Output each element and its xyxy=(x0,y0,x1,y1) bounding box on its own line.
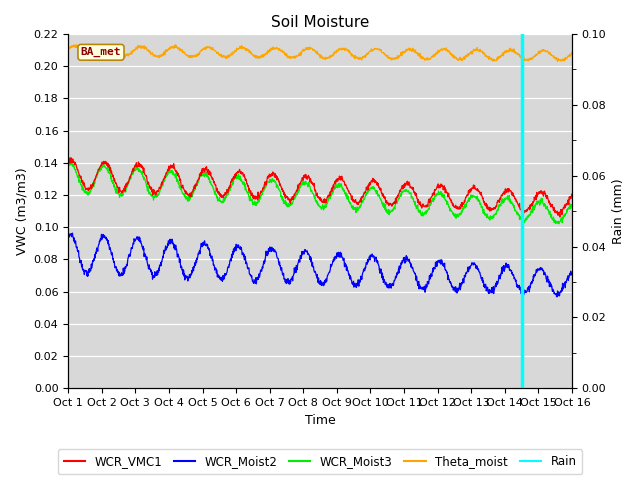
Theta_moist xyxy=(104,44,111,49)
WCR_Moist3 xyxy=(68,158,76,164)
Theta_moist xyxy=(568,51,576,57)
WCR_Moist3 xyxy=(64,161,72,167)
WCR_VMC1 xyxy=(556,214,564,220)
Legend: WCR_VMC1, WCR_Moist2, WCR_Moist3, Theta_moist, Rain: WCR_VMC1, WCR_Moist2, WCR_Moist3, Theta_… xyxy=(58,449,582,474)
WCR_Moist3 xyxy=(555,221,563,227)
Theta_moist xyxy=(124,52,132,58)
WCR_VMC1 xyxy=(568,195,576,201)
WCR_Moist2 xyxy=(554,294,561,300)
WCR_Moist3 xyxy=(351,204,359,210)
Y-axis label: Rain (mm): Rain (mm) xyxy=(612,179,625,244)
WCR_VMC1 xyxy=(104,163,111,169)
WCR_Moist3 xyxy=(124,182,132,188)
Title: Soil Moisture: Soil Moisture xyxy=(271,15,369,30)
Line: Theta_moist: Theta_moist xyxy=(68,45,572,61)
Theta_moist xyxy=(278,49,286,55)
Line: WCR_Moist3: WCR_Moist3 xyxy=(68,161,572,224)
WCR_Moist2 xyxy=(298,254,305,260)
Theta_moist xyxy=(298,49,305,55)
WCR_Moist2 xyxy=(103,236,111,242)
Theta_moist xyxy=(64,46,72,51)
WCR_VMC1 xyxy=(124,179,132,185)
WCR_Moist3 xyxy=(104,168,111,173)
WCR_VMC1 xyxy=(64,157,72,163)
Theta_moist xyxy=(554,59,561,64)
Theta_moist xyxy=(289,54,296,60)
WCR_VMC1 xyxy=(67,155,74,161)
Line: WCR_VMC1: WCR_VMC1 xyxy=(68,158,572,217)
Theta_moist xyxy=(72,42,80,48)
WCR_Moist2 xyxy=(124,258,131,264)
Y-axis label: VWC (m3/m3): VWC (m3/m3) xyxy=(15,168,28,255)
WCR_VMC1 xyxy=(289,196,296,202)
WCR_Moist2 xyxy=(568,271,576,277)
WCR_Moist3 xyxy=(298,181,305,187)
Theta_moist xyxy=(351,53,359,59)
WCR_VMC1 xyxy=(351,199,359,204)
WCR_Moist3 xyxy=(289,200,296,205)
WCR_VMC1 xyxy=(298,177,305,183)
WCR_Moist2 xyxy=(64,229,72,235)
WCR_Moist2 xyxy=(289,274,296,280)
Line: WCR_Moist2: WCR_Moist2 xyxy=(68,232,572,297)
WCR_VMC1 xyxy=(278,186,286,192)
X-axis label: Time: Time xyxy=(305,414,335,427)
WCR_Moist2 xyxy=(278,268,285,274)
WCR_Moist3 xyxy=(278,197,286,203)
Text: BA_met: BA_met xyxy=(81,47,121,58)
WCR_Moist2 xyxy=(351,280,358,286)
WCR_Moist3 xyxy=(568,203,576,208)
